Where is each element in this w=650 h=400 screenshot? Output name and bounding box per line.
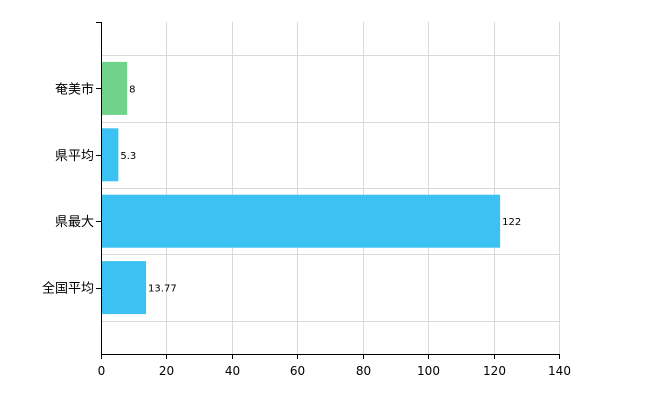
bar bbox=[101, 261, 147, 315]
bar bbox=[101, 128, 119, 182]
x-tick-label: 140 bbox=[548, 364, 571, 378]
data-labels: 8 5.3 122 13.77 bbox=[120, 84, 521, 294]
x-tick-label: 100 bbox=[417, 364, 440, 378]
data-label: 13.77 bbox=[148, 284, 177, 295]
category-label: 全国平均 bbox=[42, 281, 94, 297]
x-tick-label: 20 bbox=[159, 364, 174, 378]
axes bbox=[101, 22, 559, 355]
gridlines bbox=[101, 22, 560, 354]
category-label: 県最大 bbox=[55, 215, 94, 230]
x-tick-label: 0 bbox=[98, 364, 106, 378]
x-axis-ticks: 0 20 40 60 80 100 120 140 bbox=[98, 354, 571, 378]
bars bbox=[101, 61, 501, 315]
x-tick-label: 80 bbox=[356, 364, 371, 378]
x-tick-label: 120 bbox=[483, 364, 506, 378]
data-label: 8 bbox=[129, 84, 135, 95]
x-tick-label: 40 bbox=[225, 364, 240, 378]
data-label: 5.3 bbox=[120, 151, 136, 162]
category-label: 県平均 bbox=[55, 149, 94, 164]
x-tick-label: 60 bbox=[290, 364, 305, 378]
bar bbox=[101, 194, 501, 248]
category-label: 奄美市 bbox=[55, 81, 94, 97]
data-label: 122 bbox=[502, 217, 521, 228]
bar bbox=[101, 61, 128, 115]
